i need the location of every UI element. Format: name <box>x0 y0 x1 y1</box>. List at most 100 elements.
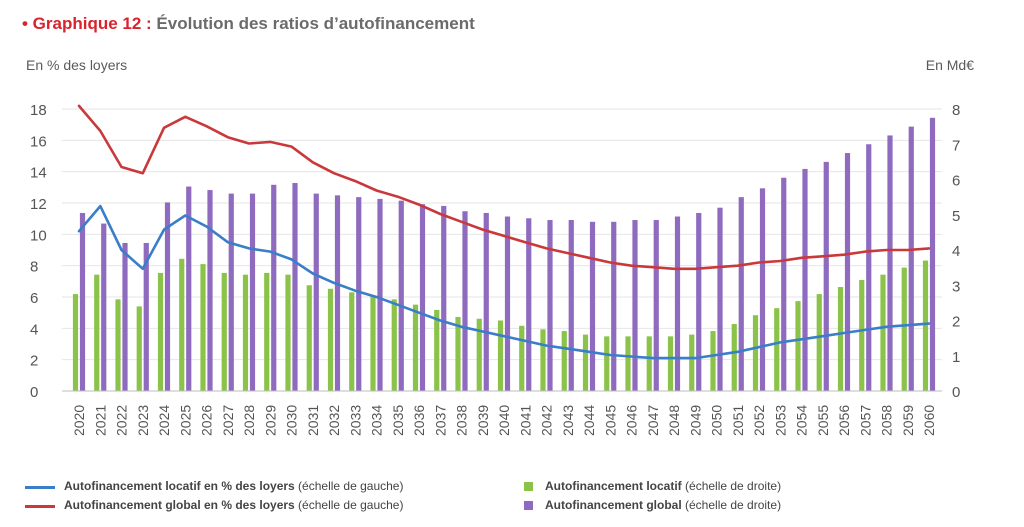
x-tick-label: 2036 <box>411 405 427 436</box>
x-tick-label: 2020 <box>71 405 87 436</box>
right-tick-label: 6 <box>952 173 960 190</box>
x-tick-label: 2032 <box>326 405 342 436</box>
bar-autofinancement-global <box>249 193 256 391</box>
bar-autofinancement-locatif <box>306 285 312 391</box>
bar-autofinancement-locatif <box>412 304 419 391</box>
legend-locatif-line: Autofinancement locatif en % des loyers … <box>64 479 403 493</box>
bar-autofinancement-global <box>462 211 468 391</box>
legend-global-line: Autofinancement global en % des loyers (… <box>64 498 403 512</box>
bar-autofinancement-global <box>207 190 213 391</box>
bar-autofinancement-global <box>781 177 787 391</box>
left-tick-label: 4 <box>30 321 38 338</box>
x-tick-label: 2043 <box>560 405 576 436</box>
bar-autofinancement-global <box>908 126 914 391</box>
legend-global-bar-scale: (échelle de droite) <box>681 498 782 512</box>
legend-locatif-bar-label: Autofinancement locatif <box>545 479 682 493</box>
left-tick-label: 10 <box>30 227 47 244</box>
x-tick-label: 2050 <box>709 405 725 436</box>
bar-autofinancement-global <box>674 216 681 391</box>
bar-autofinancement-global <box>929 117 936 391</box>
bar-autofinancement-global <box>568 220 574 391</box>
legend-swatch-locatif-bar <box>524 482 533 491</box>
x-tick-label: 2058 <box>879 405 895 436</box>
x-tick-label: 2041 <box>517 405 533 436</box>
bar-autofinancement-global <box>228 193 234 391</box>
x-tick-label: 2028 <box>241 405 257 436</box>
bar-autofinancement-global <box>419 204 426 391</box>
bar-autofinancement-locatif <box>434 309 440 391</box>
bar-autofinancement-global <box>887 135 893 391</box>
legend-global-line-scale: (échelle de gauche) <box>294 498 404 512</box>
bar-autofinancement-locatif <box>200 264 206 391</box>
bar-autofinancement-locatif <box>880 274 886 391</box>
bar-autofinancement-locatif <box>646 336 652 391</box>
left-tick-label: 12 <box>30 196 47 213</box>
bar-autofinancement-global <box>611 221 617 391</box>
right-tick-label: 0 <box>952 384 960 401</box>
x-tick-label: 2030 <box>284 405 300 436</box>
bar-autofinancement-locatif <box>859 279 865 391</box>
bar-autofinancement-locatif <box>476 318 482 391</box>
x-tick-label: 2052 <box>751 405 767 436</box>
bar-autofinancement-global <box>356 197 362 391</box>
x-tick-label: 2049 <box>687 405 703 436</box>
bar-autofinancement-global <box>866 144 872 391</box>
x-tick-label: 2039 <box>475 405 491 436</box>
legend-swatch-global-bar <box>524 501 533 510</box>
bar-autofinancement-locatif <box>689 334 695 391</box>
bar-autofinancement-global <box>547 220 553 391</box>
bar-autofinancement-global <box>334 195 341 391</box>
chart-title-text: Évolution des ratios d’autofinancement <box>151 14 475 33</box>
right-tick-label: 4 <box>952 243 960 260</box>
legend-locatif-line-label: Autofinancement locatif en % des loyers <box>64 479 295 493</box>
x-tick-label: 2060 <box>921 405 937 436</box>
bar-autofinancement-locatif <box>774 308 780 391</box>
bar-autofinancement-locatif <box>837 287 844 391</box>
bar-autofinancement-locatif <box>922 260 929 391</box>
x-tick-label: 2035 <box>390 405 406 436</box>
bar-autofinancement-locatif <box>752 315 759 391</box>
bar-autofinancement-locatif <box>264 272 270 391</box>
right-tick-label: 8 <box>952 102 960 119</box>
bar-autofinancement-global <box>759 188 766 391</box>
bar-autofinancement-global <box>844 153 851 391</box>
x-tick-label: 2025 <box>177 405 193 436</box>
bar-autofinancement-global <box>398 200 404 391</box>
bar-autofinancement-locatif <box>115 299 121 391</box>
bar-autofinancement-locatif <box>667 336 674 391</box>
x-tick-label: 2027 <box>220 405 236 436</box>
legend-locatif-line-scale: (échelle de gauche) <box>294 479 404 493</box>
right-tick-label: 7 <box>952 137 960 154</box>
left-axis-unit: En % des loyers <box>26 57 128 73</box>
bar-autofinancement-global <box>802 168 808 391</box>
bar-autofinancement-global <box>292 183 298 391</box>
x-tick-label: 2038 <box>454 405 470 436</box>
x-tick-label: 2021 <box>92 405 108 436</box>
bar-autofinancement-locatif <box>179 258 185 391</box>
bar-autofinancement-global <box>122 242 128 391</box>
legend-global-bar: Autofinancement global (échelle de droit… <box>545 498 781 512</box>
bar-autofinancement-locatif <box>604 336 610 391</box>
bar-autofinancement-locatif <box>136 306 142 391</box>
chart-title-prefix: • Graphique 12 : <box>22 14 152 33</box>
bar-autofinancement-global <box>653 220 659 391</box>
legend-global-bar-label: Autofinancement global <box>545 498 682 512</box>
x-tick-label: 2046 <box>624 405 640 436</box>
bar-autofinancement-locatif <box>540 329 546 391</box>
bar-autofinancement-global <box>441 205 447 391</box>
bar-autofinancement-global <box>717 207 723 391</box>
chart-title: • Graphique 12 : Évolution des ratios d’… <box>22 14 475 34</box>
bar-autofinancement-global <box>377 198 383 391</box>
x-tick-label: 2054 <box>794 405 810 436</box>
bar-autofinancement-locatif <box>816 294 822 391</box>
left-tick-label: 0 <box>30 384 38 401</box>
bar-autofinancement-locatif <box>455 316 461 391</box>
x-tick-label: 2048 <box>666 405 682 436</box>
x-tick-label: 2026 <box>199 405 215 436</box>
legend-locatif-bar: Autofinancement locatif (échelle de droi… <box>545 479 781 493</box>
line-autofinancement-locatif-pct <box>77 204 931 360</box>
x-tick-label: 2022 <box>114 405 130 436</box>
x-tick-label: 2045 <box>602 405 618 436</box>
bar-autofinancement-locatif <box>710 331 716 391</box>
